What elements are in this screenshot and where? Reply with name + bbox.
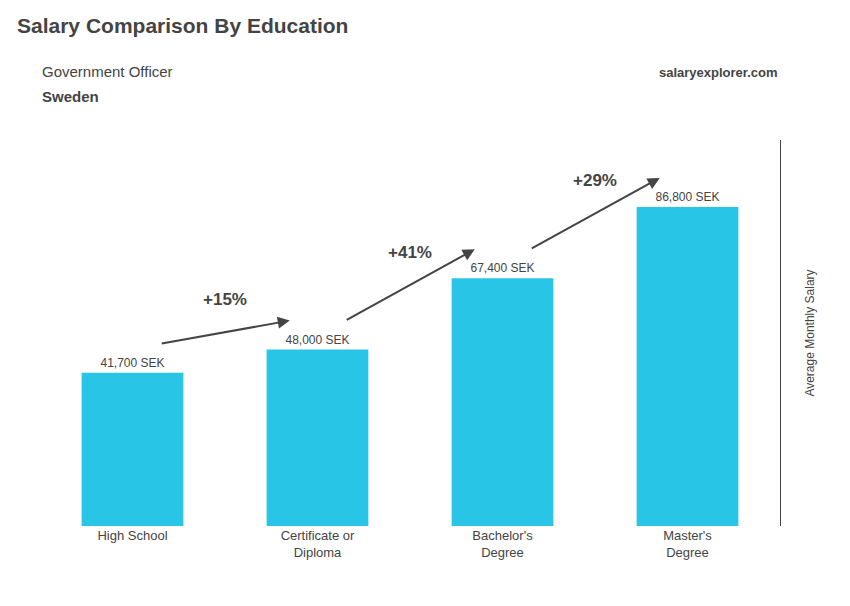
svg-text:Certificate orDiploma: Certificate orDiploma	[281, 528, 355, 560]
svg-text:86,800 SEK: 86,800 SEK	[655, 190, 719, 204]
svg-text:67,400 SEK: 67,400 SEK	[470, 261, 534, 275]
svg-text:Government Officer: Government Officer	[42, 63, 173, 80]
svg-text:High School: High School	[97, 528, 167, 543]
svg-text:Sweden: Sweden	[42, 88, 99, 105]
svg-text:+15%: +15%	[203, 290, 247, 309]
svg-text:41,700 SEK: 41,700 SEK	[100, 356, 164, 370]
svg-text:Master'sDegree: Master'sDegree	[663, 528, 712, 560]
svg-text:Average Monthly Salary: Average Monthly Salary	[803, 269, 817, 396]
svg-text:+29%: +29%	[573, 171, 617, 190]
svg-text:Salary Comparison By Education: Salary Comparison By Education	[17, 14, 348, 37]
svg-text:48,000 SEK: 48,000 SEK	[285, 333, 349, 347]
svg-text:Bachelor'sDegree: Bachelor'sDegree	[472, 528, 533, 560]
svg-text:+41%: +41%	[388, 243, 432, 262]
svg-text:salaryexplorer.com: salaryexplorer.com	[659, 65, 778, 80]
